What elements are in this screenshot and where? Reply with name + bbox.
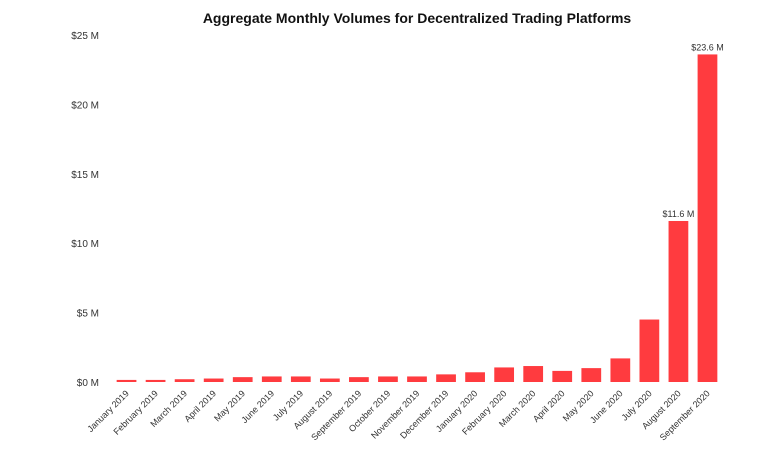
bar	[639, 319, 660, 382]
bar	[319, 378, 340, 382]
bar	[697, 54, 718, 383]
x-tick-label: September 2019	[309, 388, 363, 442]
x-tick-label: April 2020	[531, 388, 567, 424]
y-tick-label: $25 M	[71, 31, 99, 42]
bar	[378, 376, 398, 382]
bar	[407, 376, 427, 382]
bar-data-label: $23.6 M	[691, 42, 724, 52]
bar	[436, 374, 456, 382]
bar	[581, 368, 602, 382]
x-tick-label: September 2020	[658, 388, 712, 442]
chart-title: Aggregate Monthly Volumes for Decentrali…	[203, 10, 632, 26]
bar	[523, 366, 544, 382]
y-tick-label: $15 M	[71, 170, 99, 181]
bar	[494, 367, 515, 382]
bar	[465, 372, 485, 382]
bar	[349, 377, 369, 382]
y-axis: $0 M $5 M $10 M $15 M $20 M $25 M	[71, 31, 99, 389]
y-tick-label: $0 M	[77, 378, 99, 389]
bar	[145, 379, 166, 382]
y-tick-label: $10 M	[71, 239, 99, 250]
x-tick-label: April 2019	[182, 388, 218, 424]
data-labels-group: $11.6 M $23.6 M	[663, 42, 724, 219]
bar	[174, 379, 195, 382]
bar	[116, 379, 137, 382]
bar	[610, 358, 631, 382]
bar-data-label: $11.6 M	[663, 209, 695, 219]
y-tick-label: $20 M	[71, 100, 99, 111]
bar	[203, 378, 224, 382]
bar	[261, 376, 282, 382]
y-tick-label: $5 M	[77, 309, 99, 320]
bar	[668, 220, 689, 382]
bars-group	[116, 54, 718, 383]
bar	[232, 377, 253, 382]
bar	[290, 376, 311, 382]
bar	[552, 370, 573, 382]
